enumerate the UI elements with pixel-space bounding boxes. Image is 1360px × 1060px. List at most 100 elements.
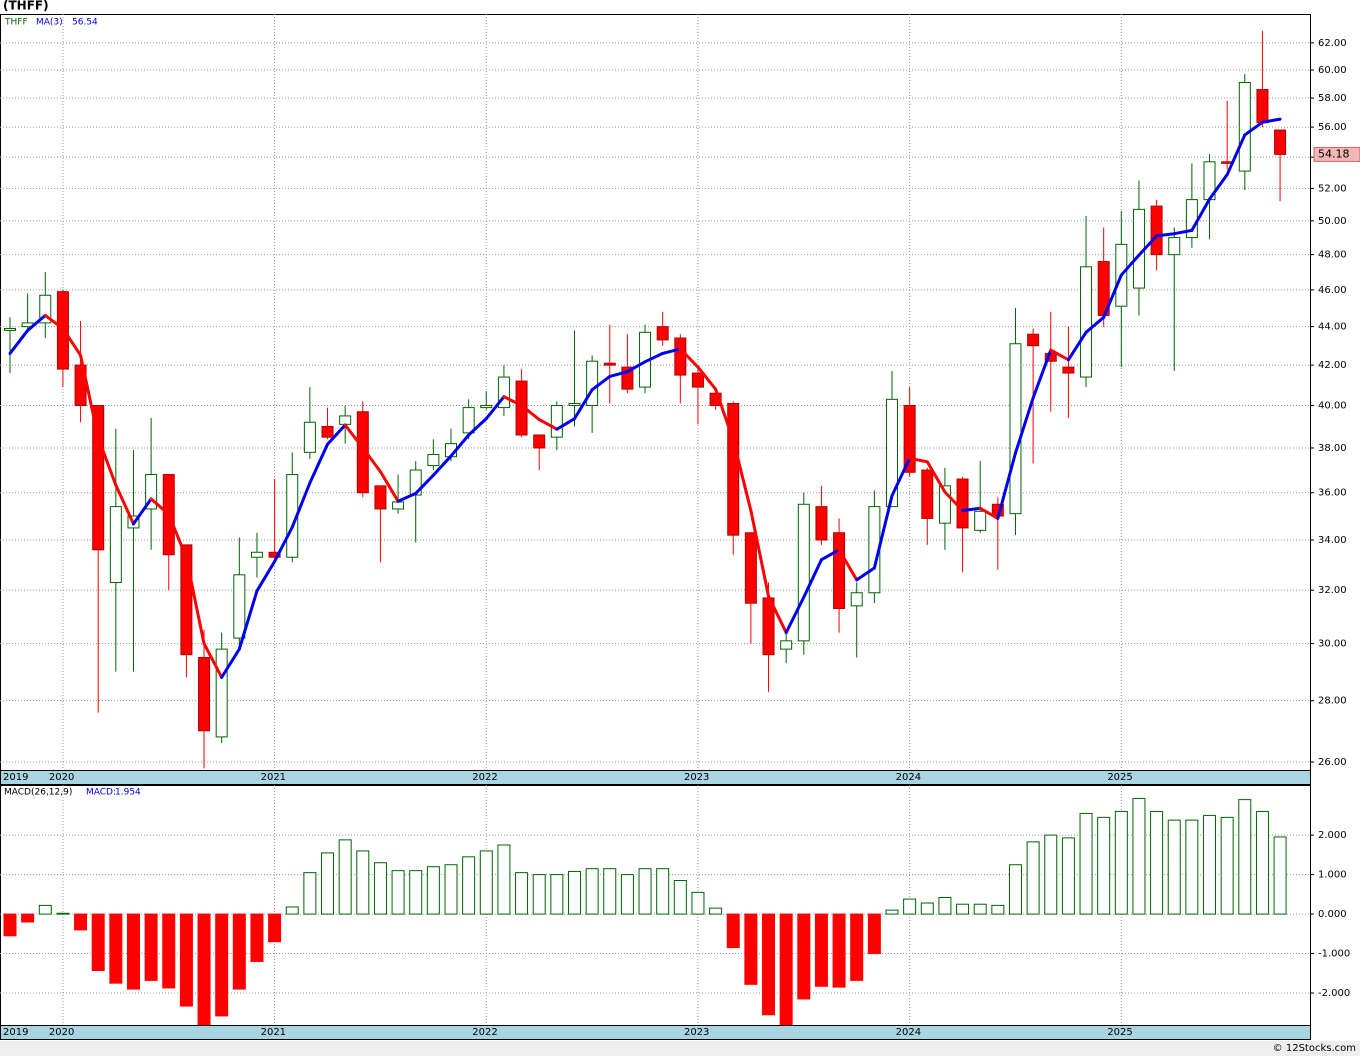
ma-line (1155, 232, 1176, 238)
ma-line (731, 438, 753, 513)
ma-line (1049, 348, 1070, 362)
candle-body (1150, 205, 1163, 256)
candle-body (427, 454, 440, 467)
candle-body (233, 574, 246, 639)
macd-bar (285, 906, 299, 915)
macd-bar (850, 913, 864, 981)
ma-line (431, 454, 453, 477)
candle-body (903, 405, 916, 473)
ma-line (837, 548, 859, 582)
macd-bar (356, 850, 370, 915)
candle-body (1256, 89, 1269, 124)
macd-bar (956, 903, 970, 915)
ma-line (1084, 315, 1106, 334)
y-tick-label: 36.00 (1318, 488, 1347, 499)
macd-bar (479, 850, 493, 915)
macd-bar (462, 856, 476, 915)
x-tick-label: 2023 (684, 772, 709, 783)
y-tick-label: 34.00 (1318, 535, 1347, 546)
x-tick-label: 2020 (49, 1027, 74, 1038)
macd-bar (1114, 810, 1128, 915)
ma-line (8, 328, 30, 355)
ma-line (1190, 197, 1212, 232)
y-tick-label: 46.00 (1318, 285, 1347, 296)
macd-bar (515, 872, 529, 915)
price-panel (0, 14, 1311, 771)
ma-line (220, 647, 241, 679)
ma-line (1102, 273, 1123, 319)
y-tick-label: -2.000 (1318, 988, 1350, 999)
ma-line (131, 497, 153, 526)
macd-bar (409, 870, 423, 915)
macd-bar (38, 904, 52, 915)
macd-bar (1273, 836, 1287, 915)
candle-body (1132, 208, 1145, 289)
ma-line (678, 347, 700, 369)
candle-body (550, 405, 563, 438)
y-tick-label: 2.000 (1318, 830, 1347, 841)
macd-bar (1008, 864, 1022, 915)
candle-body (850, 592, 863, 607)
ma-line (1137, 234, 1159, 257)
ma-line (114, 483, 135, 526)
macd-bar (567, 870, 581, 915)
candle-body (356, 411, 369, 494)
ma-line (361, 446, 382, 474)
macd-bar (109, 913, 123, 984)
ma-line (343, 423, 365, 450)
y-tick-label: 48.00 (1318, 250, 1347, 261)
ma-line (802, 558, 823, 599)
ma-line (767, 594, 788, 635)
macd-bar (938, 897, 952, 915)
ma-line (1208, 173, 1229, 201)
macd-bar (1097, 816, 1111, 915)
y-tick-label: 42.00 (1318, 360, 1347, 371)
date-axis-band (0, 770, 1311, 785)
ma-line (749, 509, 771, 598)
candle-body (780, 640, 793, 650)
y-tick-label: 62.00 (1318, 38, 1347, 49)
footer-band (0, 1041, 1360, 1056)
ma-line (784, 595, 806, 635)
x-tick-label: 2020 (49, 772, 74, 783)
candle-body (250, 551, 263, 558)
macd-bar (373, 862, 387, 915)
legend-macd-prefix: MACD: (86, 788, 116, 798)
macd-bar (321, 852, 335, 915)
last-price-box (1313, 146, 1360, 162)
y-tick-label: 1.000 (1318, 870, 1347, 881)
ma-line (1119, 253, 1141, 277)
candle-body (833, 532, 846, 609)
macd-bar (303, 872, 317, 915)
ma-line (326, 423, 347, 446)
candle-body (215, 648, 228, 738)
macd-bar (832, 913, 846, 988)
ma-line (290, 481, 312, 529)
macd-bar (1238, 799, 1252, 915)
macd-bar (1255, 810, 1269, 915)
ma-line (978, 506, 1000, 520)
x-tick-label: 2022 (472, 772, 497, 783)
macd-bar (1079, 812, 1093, 915)
candle-body (462, 407, 475, 434)
macd-bar (903, 898, 917, 915)
ma-line (202, 642, 224, 679)
macd-bar (91, 913, 105, 972)
legend-macd-value: 1.954 (115, 788, 141, 798)
ma-line (696, 365, 718, 391)
candle-body (815, 506, 828, 541)
y-tick-label: 44.00 (1318, 322, 1347, 333)
ma-line (61, 327, 83, 357)
y-tick-label: 32.00 (1318, 585, 1347, 596)
macd-bar (56, 912, 70, 915)
ma-line (149, 497, 171, 516)
macd-bar (1220, 816, 1234, 915)
legend-ma-value: 56.54 (72, 18, 98, 28)
candle-body (691, 372, 704, 388)
ma-line (449, 433, 471, 458)
ma-line (572, 388, 594, 421)
candle-body (744, 532, 757, 604)
ma-line (961, 506, 982, 513)
y-tick-label: 60.00 (1318, 65, 1347, 76)
macd-bar (973, 903, 987, 915)
